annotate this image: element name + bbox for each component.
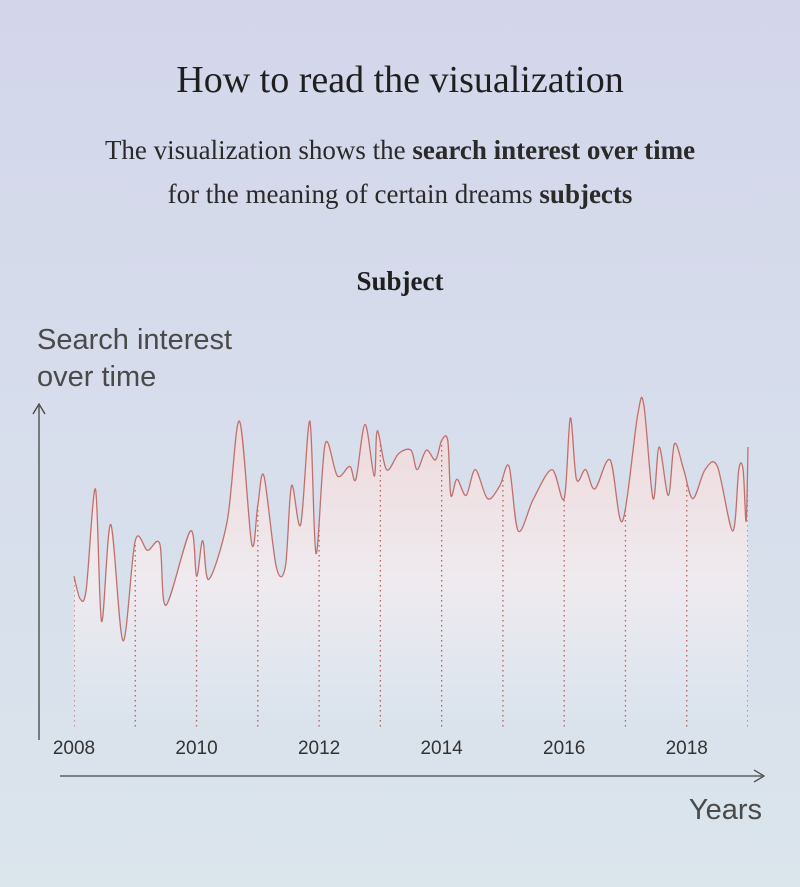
area [74,397,748,728]
x-tick-label: 2010 [175,738,217,759]
subtitle-text: The visualization shows the [104,135,406,165]
x-tick-label: 2012 [298,738,340,759]
x-axis-arrow [753,769,766,783]
subtitle-emphasis: search interest over time [412,135,696,165]
subtitle-emphasis: subjects [539,179,633,209]
chart-title: Subject [356,266,444,296]
x-tick-label: 2016 [543,738,585,759]
subtitle-text: for the meaning of certain dreams [167,179,533,209]
x-tick-label: 2008 [53,738,95,759]
y-axis-label: Search interest over time [37,324,233,393]
subtitle: The visualization shows the search inter… [0,128,800,216]
y-axis-arrow [32,402,46,415]
line [73,396,749,642]
x-axis-label: Years [688,794,762,826]
x-tick-label: 2014 [420,738,463,759]
heading: How to read the visualization [176,59,624,101]
x-tick-label: 2018 [666,738,708,759]
